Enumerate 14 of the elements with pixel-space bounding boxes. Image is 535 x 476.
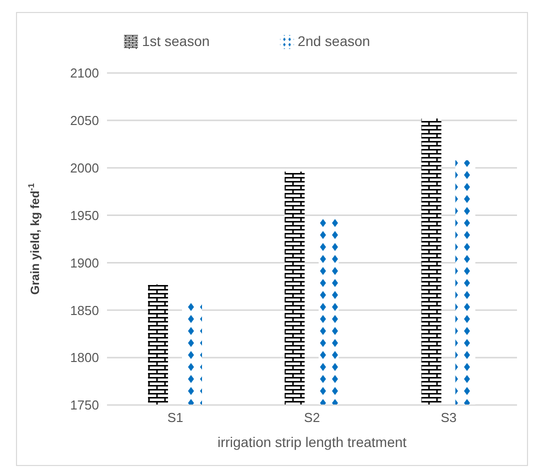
legend-label: 2nd season	[298, 33, 370, 49]
y-tick-label: 2000	[70, 160, 99, 176]
x-tick-label: S2	[304, 410, 320, 426]
y-tick-label: 1900	[70, 255, 99, 270]
legend-label: 1st season	[142, 33, 210, 49]
y-tick-label: 1950	[70, 208, 99, 223]
y-tick-label: 2100	[70, 66, 99, 81]
x-tick-label: S3	[440, 410, 457, 426]
y-tick-label: 2050	[70, 113, 99, 128]
y-tick-label: 1750	[70, 398, 99, 413]
y-tick-label: 1800	[70, 350, 99, 366]
x-axis-title: irrigation strip length treatment	[217, 434, 407, 450]
x-tick-label: S1	[167, 410, 184, 426]
y-tick-label: 1850	[70, 302, 99, 318]
